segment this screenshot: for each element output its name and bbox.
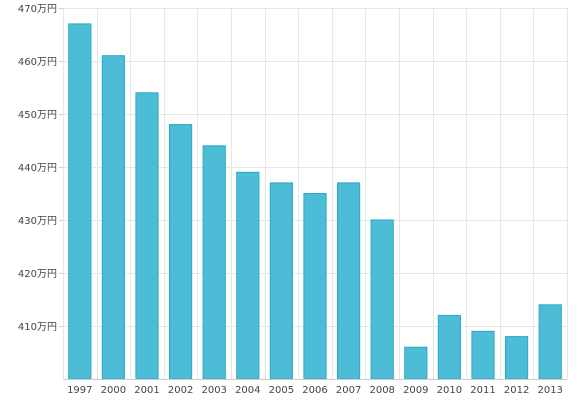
bar-2007[interactable] bbox=[337, 182, 361, 380]
bar-2001[interactable] bbox=[135, 92, 159, 380]
y-tick-label: 470万円 bbox=[18, 4, 57, 15]
x-tick-label: 2013 bbox=[537, 385, 562, 396]
bar-2013[interactable] bbox=[538, 304, 562, 380]
bar-2011[interactable] bbox=[471, 330, 495, 380]
bar-2009[interactable] bbox=[404, 346, 428, 380]
x-axis-ticks: 1997 2000 2001 2002 2003 2004 2005 2006 2007 2008… bbox=[67, 385, 563, 396]
y-tick-label: 460万円 bbox=[18, 57, 57, 68]
bars bbox=[68, 23, 562, 380]
x-tick-label: 2001 bbox=[134, 385, 159, 396]
y-tick-label: 420万円 bbox=[18, 269, 57, 280]
x-tick-label: 1997 bbox=[67, 385, 92, 396]
y-tick-label: 410万円 bbox=[18, 322, 57, 333]
x-tick-label: 2005 bbox=[269, 385, 294, 396]
bar-2004[interactable] bbox=[236, 171, 260, 380]
bar-2005[interactable] bbox=[269, 182, 293, 380]
bar-2012[interactable] bbox=[505, 336, 529, 380]
y-tick-label: 440万円 bbox=[18, 163, 57, 174]
bar-2006[interactable] bbox=[303, 193, 327, 380]
bar-1997[interactable] bbox=[68, 23, 92, 380]
x-tick-label: 2012 bbox=[504, 385, 529, 396]
x-tick-label: 2004 bbox=[235, 385, 260, 396]
x-tick-label: 2006 bbox=[302, 385, 327, 396]
bar-2003[interactable] bbox=[202, 145, 226, 380]
bar-2010[interactable] bbox=[437, 314, 461, 380]
x-tick-label: 2007 bbox=[336, 385, 361, 396]
y-tick-label: 430万円 bbox=[18, 216, 57, 227]
x-tick-label: 2000 bbox=[101, 385, 126, 396]
bar-2008[interactable] bbox=[370, 219, 394, 380]
x-tick-label: 2009 bbox=[403, 385, 428, 396]
bar-2002[interactable] bbox=[169, 124, 193, 380]
x-tick-label: 2002 bbox=[168, 385, 193, 396]
grid bbox=[63, 8, 568, 379]
x-tick-label: 2010 bbox=[437, 385, 462, 396]
x-tick-label: 2008 bbox=[369, 385, 394, 396]
bar-2000[interactable] bbox=[101, 55, 125, 380]
y-tick-label: 450万円 bbox=[18, 110, 57, 121]
x-tick-label: 2003 bbox=[201, 385, 226, 396]
y-axis-ticks: 410万円 420万円 430万円 440万円 450万円 460万円 470万円 bbox=[18, 4, 63, 333]
x-tick-label: 2011 bbox=[470, 385, 495, 396]
